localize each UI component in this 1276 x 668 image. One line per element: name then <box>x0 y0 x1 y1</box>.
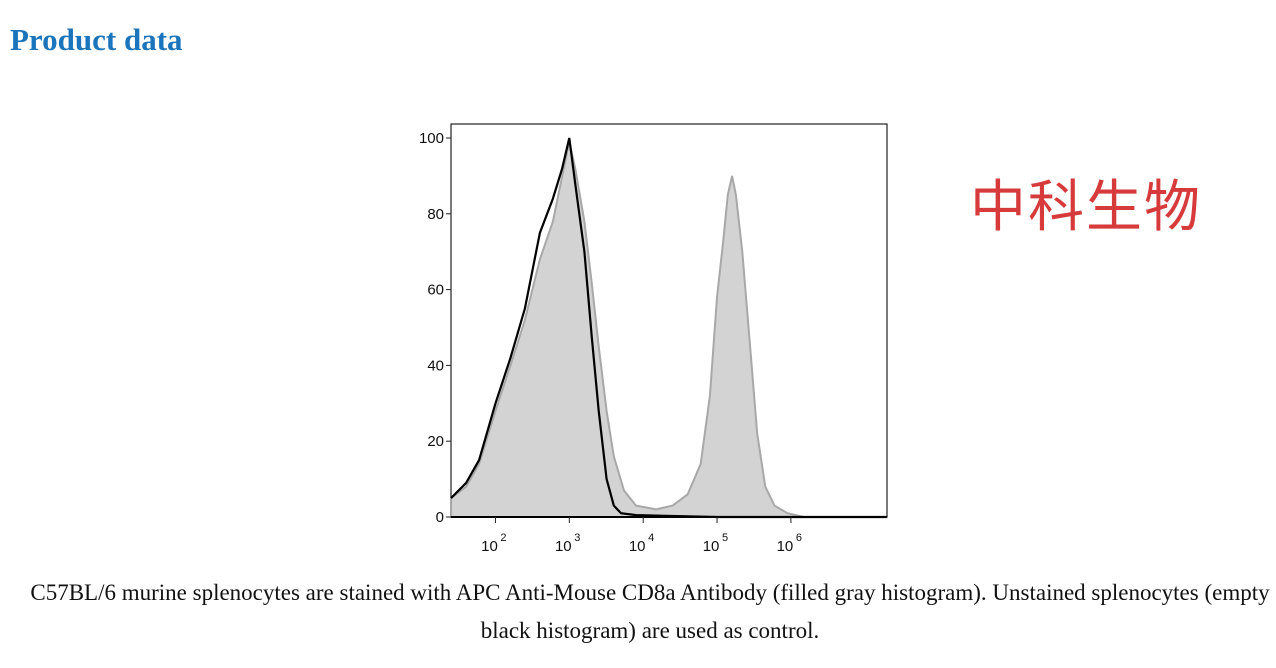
figure-caption: C57BL/6 murine splenocytes are stained w… <box>30 580 1270 643</box>
control-histogram <box>450 137 887 519</box>
y-tick-label: 60 <box>427 282 444 299</box>
x-axis-ticks: 10 2 10 3 10 4 10 5 10 6 <box>481 517 802 555</box>
y-tick-label: 20 <box>427 433 444 450</box>
y-tick-label: 0 <box>436 509 444 526</box>
x-tick-label: 10 <box>481 538 498 555</box>
x-tick-exponent: 4 <box>648 532 654 544</box>
x-tick-exponent: 2 <box>500 532 506 544</box>
page-title: Product data <box>10 22 183 57</box>
y-tick-label: 100 <box>419 130 444 147</box>
x-tick-exponent: 5 <box>722 532 728 544</box>
x-tick-label: 10 <box>555 538 572 555</box>
y-tick-label: 40 <box>427 357 444 374</box>
watermark: 中科生物 <box>970 175 1202 240</box>
stained-histogram <box>450 141 887 518</box>
x-tick-label: 10 <box>703 538 720 555</box>
x-tick-label: 10 <box>629 538 646 555</box>
x-tick-label: 10 <box>777 538 794 555</box>
chart-marks <box>450 137 887 519</box>
y-tick-label: 80 <box>427 206 444 223</box>
y-axis-ticks: 0 20 40 60 80 100 <box>419 130 451 526</box>
x-tick-exponent: 6 <box>796 532 802 544</box>
x-tick-exponent: 3 <box>574 532 580 544</box>
